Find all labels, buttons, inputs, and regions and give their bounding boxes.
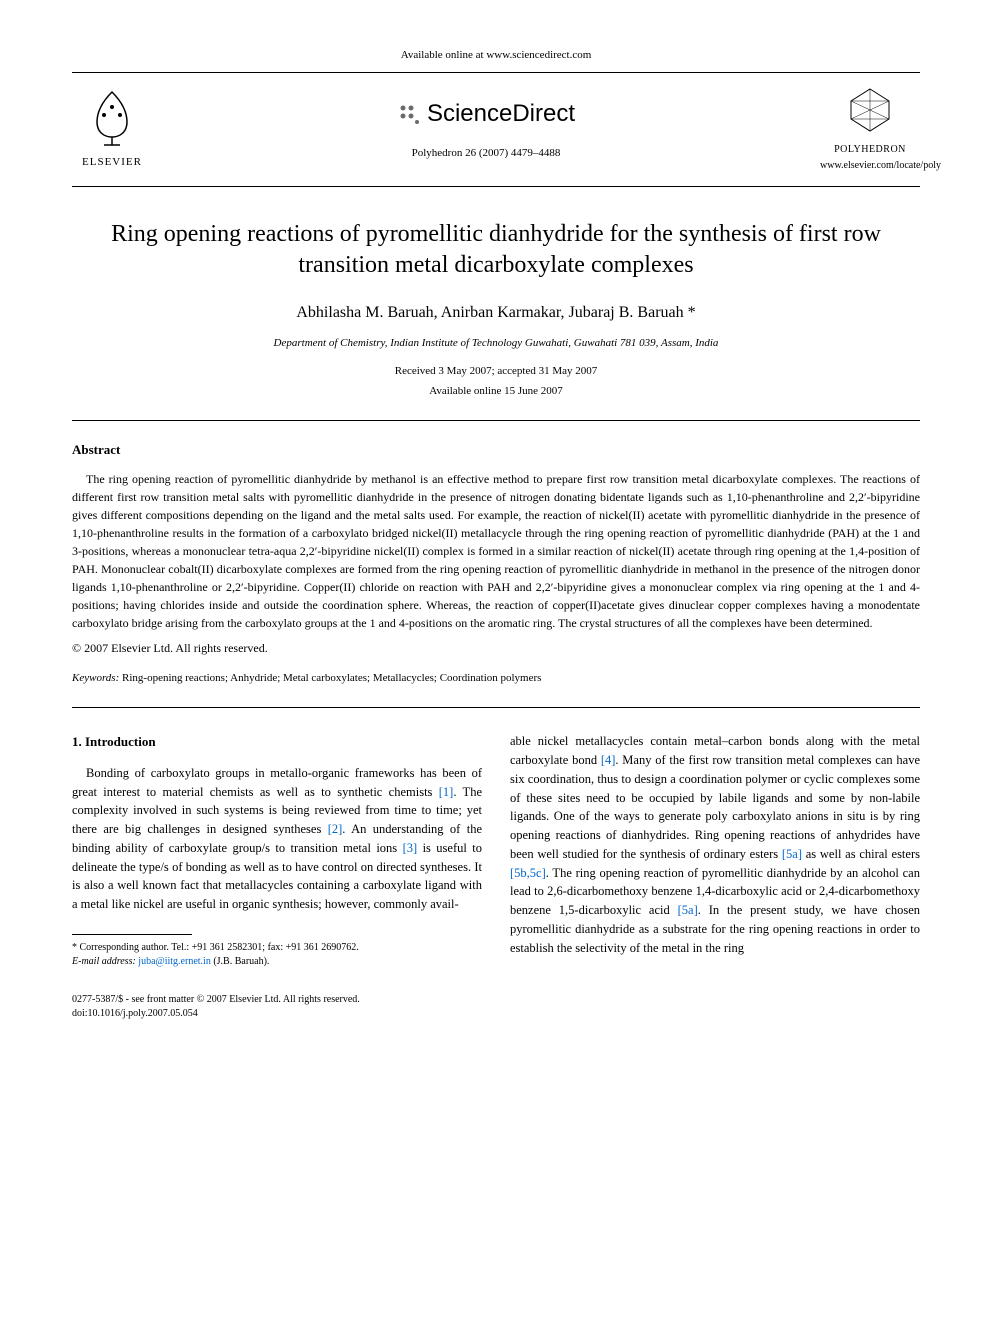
issn-line: 0277-5387/$ - see front matter © 2007 El… <box>72 993 482 1007</box>
abstract-body: The ring opening reaction of pyromelliti… <box>72 470 920 632</box>
reference-link[interactable]: [1] <box>439 785 454 799</box>
elsevier-tree-icon <box>82 87 142 147</box>
intro-paragraph-left: Bonding of carboxylato groups in metallo… <box>72 764 482 914</box>
bottom-info: 0277-5387/$ - see front matter © 2007 El… <box>72 993 482 1021</box>
affiliation: Department of Chemistry, Indian Institut… <box>72 336 920 352</box>
keywords-text: Ring-opening reactions; Anhydride; Metal… <box>119 672 541 684</box>
polyhedron-logo: POLYHEDRON www.elsevier.com/locate/poly <box>820 85 920 174</box>
email-line: E-mail address: juba@iitg.ernet.in (J.B.… <box>72 955 482 969</box>
elsevier-label: ELSEVIER <box>72 155 152 171</box>
column-left: 1. Introduction Bonding of carboxylato g… <box>72 732 482 1021</box>
journal-header: ELSEVIER ScienceDirect Polyhedron 26 (20… <box>72 72 920 187</box>
sciencedirect-logo: ScienceDirect <box>397 97 575 132</box>
received-date: Received 3 May 2007; accepted 31 May 200… <box>72 364 920 380</box>
elsevier-logo: ELSEVIER <box>72 87 152 171</box>
locate-url: www.elsevier.com/locate/poly <box>820 159 920 174</box>
text-run: . Many of the first row transition metal… <box>510 753 920 861</box>
reference-link[interactable]: [5a] <box>782 847 802 861</box>
intro-paragraph-right: able nickel metallacycles contain metal–… <box>510 732 920 957</box>
email-link[interactable]: juba@iitg.ernet.in <box>138 956 211 967</box>
email-label: E-mail address: <box>72 956 138 967</box>
intro-heading: 1. Introduction <box>72 732 482 752</box>
corresponding-line: * Corresponding author. Tel.: +91 361 25… <box>72 941 482 955</box>
text-run: Bonding of carboxylato groups in metallo… <box>72 766 482 799</box>
reference-link[interactable]: [5b,5c] <box>510 866 546 880</box>
sciencedirect-icon <box>397 102 421 126</box>
divider <box>72 707 920 708</box>
footnote-divider <box>72 934 192 935</box>
abstract-heading: Abstract <box>72 441 920 460</box>
column-right: able nickel metallacycles contain metal–… <box>510 732 920 1021</box>
reference-link[interactable]: [2] <box>328 822 343 836</box>
corresponding-author-footnote: * Corresponding author. Tel.: +91 361 25… <box>72 941 482 969</box>
divider <box>72 420 920 421</box>
body-columns: 1. Introduction Bonding of carboxylato g… <box>72 732 920 1021</box>
reference-link[interactable]: [4] <box>601 753 616 767</box>
sciencedirect-text: ScienceDirect <box>427 97 575 132</box>
text-run: as well as chiral esters <box>802 847 920 861</box>
reference-link[interactable]: [5a] <box>678 903 698 917</box>
copyright-line: © 2007 Elsevier Ltd. All rights reserved… <box>72 640 920 657</box>
article-title: Ring opening reactions of pyromellitic d… <box>72 219 920 281</box>
available-online-line: Available online at www.sciencedirect.co… <box>72 48 920 64</box>
polyhedron-icon <box>845 85 895 135</box>
keywords: Keywords: Ring-opening reactions; Anhydr… <box>72 671 920 687</box>
polyhedron-label: POLYHEDRON <box>820 143 920 158</box>
authors: Abhilasha M. Baruah, Anirban Karmakar, J… <box>72 301 920 324</box>
reference-link[interactable]: [3] <box>403 841 418 855</box>
available-date: Available online 15 June 2007 <box>72 384 920 400</box>
doi-line: doi:10.1016/j.poly.2007.05.054 <box>72 1007 482 1021</box>
email-suffix: (J.B. Baruah). <box>211 956 270 967</box>
journal-reference: Polyhedron 26 (2007) 4479–4488 <box>152 146 820 162</box>
center-header: ScienceDirect Polyhedron 26 (2007) 4479–… <box>152 97 820 162</box>
keywords-label: Keywords: <box>72 672 119 684</box>
